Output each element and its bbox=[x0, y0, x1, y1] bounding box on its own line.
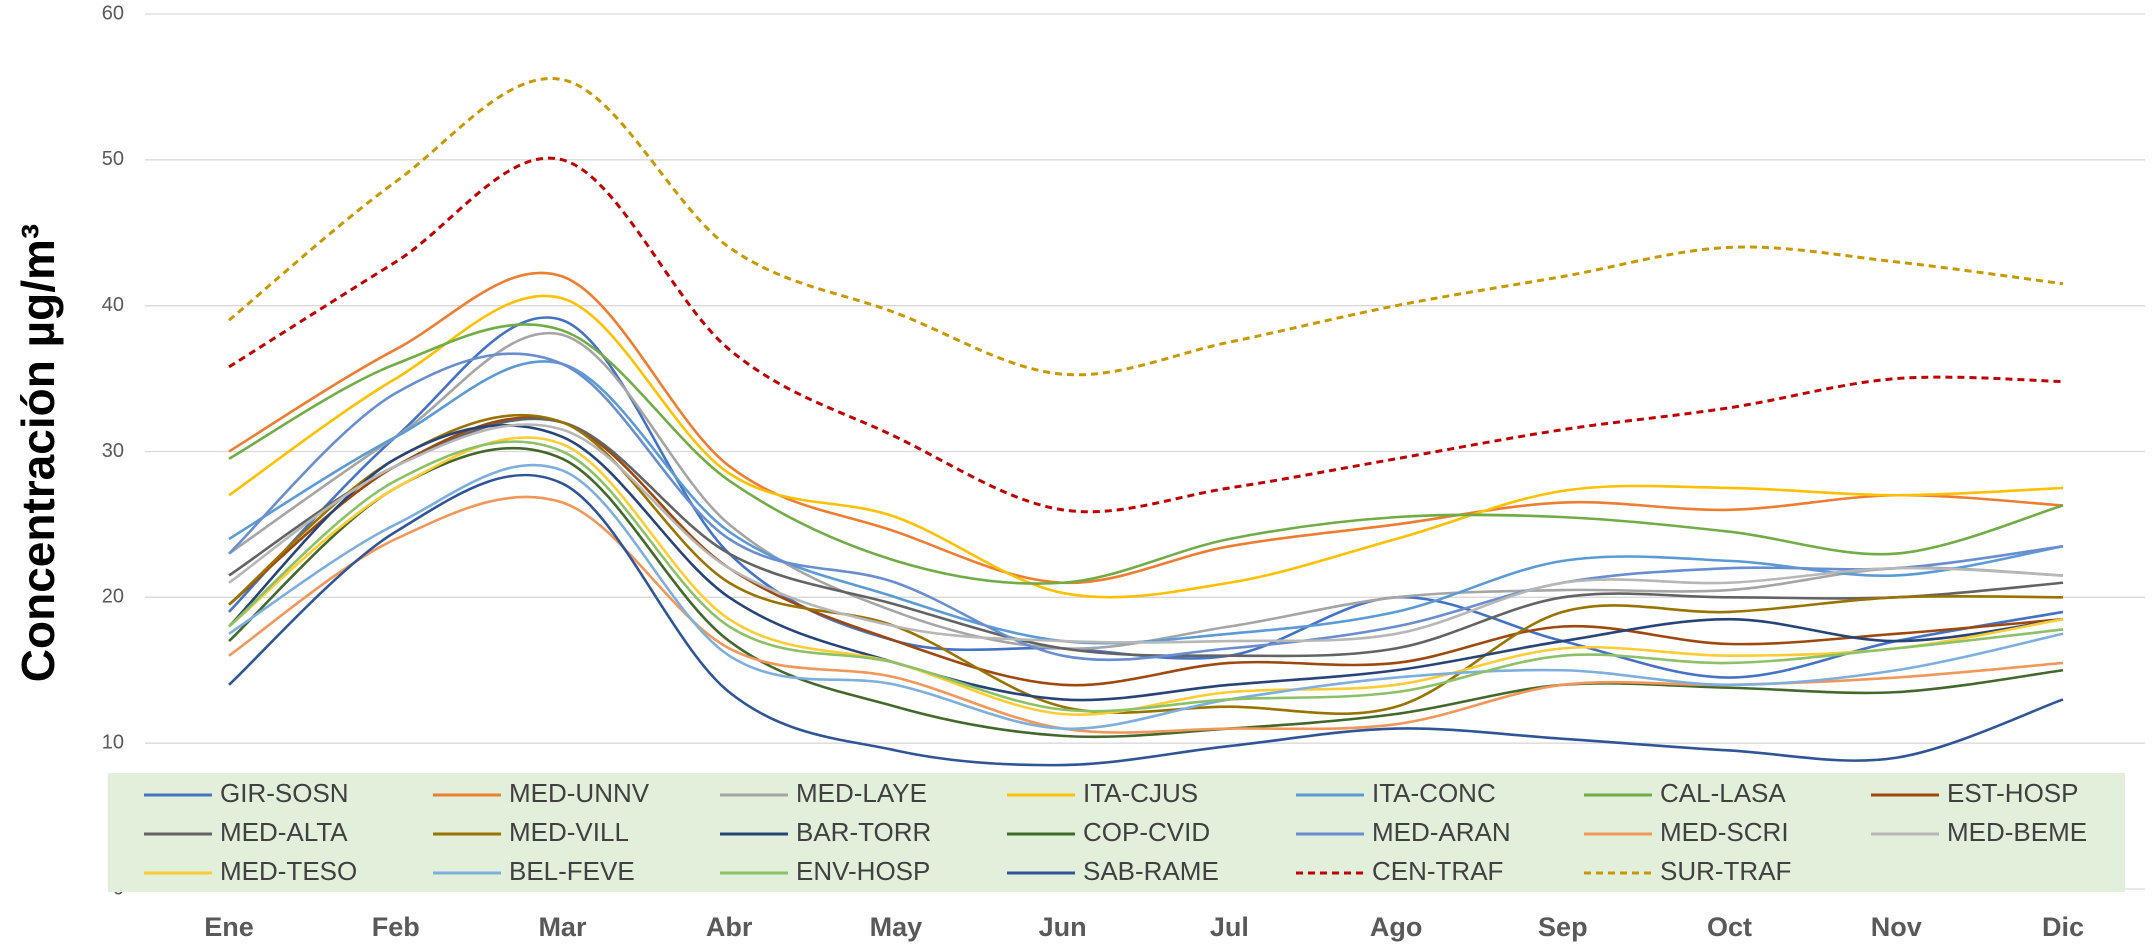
series-line bbox=[228, 294, 2064, 599]
legend-label: CAL-LASA bbox=[1660, 778, 1786, 808]
legend-label: MED-ALTA bbox=[220, 817, 348, 847]
series-line bbox=[228, 360, 2064, 645]
legend-label: EST-HOSP bbox=[1947, 778, 2078, 808]
series-line bbox=[228, 440, 2064, 713]
legend-label: MED-UNNV bbox=[509, 778, 650, 808]
legend-label: MED-ARAN bbox=[1372, 817, 1511, 847]
x-tick-label: Feb bbox=[372, 912, 420, 942]
legend-label: MED-SCRI bbox=[1660, 817, 1789, 847]
y-tick-label: 10 bbox=[102, 731, 124, 753]
legend-label: BAR-TORR bbox=[796, 817, 931, 847]
series-line bbox=[228, 416, 2064, 687]
x-tick-label: Sep bbox=[1538, 912, 1588, 942]
series-line bbox=[228, 495, 2064, 734]
x-tick-label: Ene bbox=[204, 912, 254, 942]
series-line bbox=[228, 323, 2064, 585]
x-tick-label: Nov bbox=[1871, 912, 1922, 942]
x-tick-label: Jul bbox=[1210, 912, 1249, 942]
legend-label: MED-VILL bbox=[509, 817, 629, 847]
series-line bbox=[228, 156, 2064, 514]
series-line bbox=[228, 77, 2064, 377]
legend-label: CEN-TRAF bbox=[1372, 856, 1503, 886]
y-tick-label: 30 bbox=[102, 440, 124, 462]
y-tick-label: 50 bbox=[102, 148, 124, 170]
y-axis-label: Concentración µg/m³ bbox=[12, 224, 64, 682]
x-tick-label: Jun bbox=[1039, 912, 1087, 942]
legend-label: MED-TESO bbox=[220, 856, 357, 886]
legend-label: SAB-RAME bbox=[1083, 856, 1219, 886]
legend-label: COP-CVID bbox=[1083, 817, 1210, 847]
legend-label: ENV-HOSP bbox=[796, 856, 930, 886]
legend-label: MED-LAYE bbox=[796, 778, 927, 808]
series-line bbox=[228, 413, 2064, 716]
legend-label: GIR-SOSN bbox=[220, 778, 349, 808]
series-line bbox=[228, 473, 2064, 767]
legend-label: BEL-FEVE bbox=[509, 856, 635, 886]
y-tick-label: 60 bbox=[102, 2, 124, 24]
series-line bbox=[228, 352, 2064, 662]
series-line bbox=[228, 423, 2064, 702]
x-tick-label: Abr bbox=[706, 912, 753, 942]
series-line bbox=[228, 417, 2064, 658]
legend-label: MED-BEME bbox=[1947, 817, 2087, 847]
x-tick-label: Oct bbox=[1707, 912, 1752, 942]
x-tick-label: Mar bbox=[538, 912, 587, 942]
x-tick-label: Ago bbox=[1370, 912, 1422, 942]
series-line bbox=[228, 331, 2064, 650]
series-line bbox=[228, 271, 2064, 585]
legend-label: SUR-TRAF bbox=[1660, 856, 1791, 886]
y-tick-label: 20 bbox=[102, 586, 124, 608]
series-line bbox=[228, 436, 2064, 716]
legend-label: ITA-CONC bbox=[1372, 778, 1496, 808]
y-tick-label: 40 bbox=[102, 294, 124, 316]
x-tick-label: Dic bbox=[2042, 912, 2084, 942]
series-line bbox=[228, 446, 2064, 739]
legend-label: ITA-CJUS bbox=[1083, 778, 1198, 808]
series-line bbox=[228, 463, 2064, 731]
series-line bbox=[228, 423, 2064, 644]
x-tick-label: May bbox=[870, 912, 923, 942]
